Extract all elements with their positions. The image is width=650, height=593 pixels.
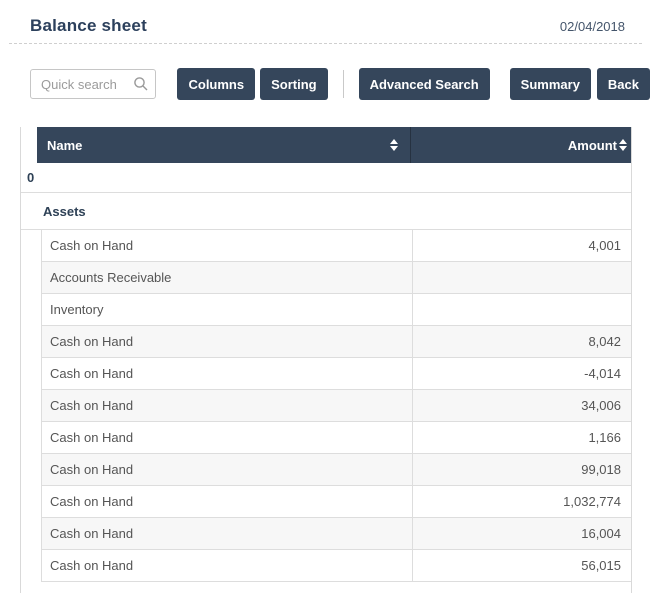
column-header-amount[interactable]: Amount [410, 127, 631, 163]
table-row[interactable]: Cash on Hand 16,004 [42, 518, 631, 550]
amount-cell [412, 294, 631, 325]
name-cell: Cash on Hand [50, 334, 134, 349]
columns-button[interactable]: Columns [177, 68, 256, 100]
page-header: Balance sheet 02/04/2018 [0, 0, 650, 38]
table-row[interactable]: Cash on Hand 4,001 [42, 230, 631, 262]
name-cell: Cash on Hand [50, 366, 134, 381]
amount-cell: 1,166 [412, 422, 631, 453]
table-row[interactable]: Cash on Hand -4,014 [42, 358, 631, 390]
column-label-amount: Amount [567, 137, 617, 153]
sort-icon[interactable] [390, 139, 398, 151]
name-cell: Accounts Receivable [50, 270, 172, 285]
table-body: Cash on Hand 4,001 Accounts Receivable Inve… [41, 230, 631, 582]
amount-cell: 34,006 [412, 390, 631, 421]
table-row[interactable]: Cash on Hand 34,006 [42, 390, 631, 422]
summary-button[interactable]: Summary [509, 68, 591, 100]
balance-table: Name Amount 0 Assets Cash on Hand 4,001 Ac… [20, 127, 632, 593]
name-cell: Cash on Hand [50, 526, 134, 541]
column-label-name: Name [47, 137, 83, 153]
name-cell: Inventory [50, 302, 104, 317]
back-button[interactable]: Back [596, 68, 650, 100]
table-row[interactable]: Cash on Hand 8,042 [42, 326, 631, 358]
toolbar-separator [342, 70, 344, 98]
advanced-search-button[interactable]: Advanced Search [358, 68, 490, 100]
table-row[interactable]: Cash on Hand 56,015 [42, 550, 631, 582]
report-date: 02/04/2018 [559, 18, 625, 34]
amount-cell: 1,032,774 [412, 486, 631, 517]
search-input[interactable] [30, 69, 157, 99]
amount-cell: 99,018 [412, 454, 631, 485]
name-cell: Cash on Hand [50, 430, 134, 445]
name-cell: Cash on Hand [50, 398, 134, 413]
table-header: Name Amount [37, 127, 631, 163]
page-title: Balance sheet [30, 16, 147, 35]
table-row[interactable]: Cash on Hand 1,166 [42, 422, 631, 454]
toolbar: Columns Sorting Advanced Search Summary … [30, 68, 650, 100]
amount-cell: 56,015 [412, 550, 631, 581]
tree-group-label: 0 [27, 170, 35, 185]
tree-group-row-0[interactable]: 0 [21, 163, 631, 193]
amount-cell: -4,014 [412, 358, 631, 389]
name-cell: Cash on Hand [50, 238, 134, 253]
table-row[interactable]: Cash on Hand 1,032,774 [42, 486, 631, 518]
tree-group-label: Assets [43, 203, 86, 219]
name-cell: Cash on Hand [50, 558, 134, 573]
amount-cell [412, 262, 631, 293]
amount-cell: 4,001 [412, 230, 631, 261]
tree-group-row-assets[interactable]: Assets [21, 193, 631, 230]
sorting-button[interactable]: Sorting [260, 68, 328, 100]
amount-cell: 16,004 [412, 518, 631, 549]
quick-search-box [30, 69, 157, 99]
header-divider [9, 43, 642, 44]
table-row[interactable]: Inventory [42, 294, 631, 326]
column-header-name[interactable]: Name [37, 127, 410, 163]
name-cell: Cash on Hand [50, 462, 134, 477]
sort-icon[interactable] [619, 139, 627, 151]
table-row[interactable]: Accounts Receivable [42, 262, 631, 294]
amount-cell: 8,042 [412, 326, 631, 357]
name-cell: Cash on Hand [50, 494, 134, 509]
table-row[interactable]: Cash on Hand 99,018 [42, 454, 631, 486]
